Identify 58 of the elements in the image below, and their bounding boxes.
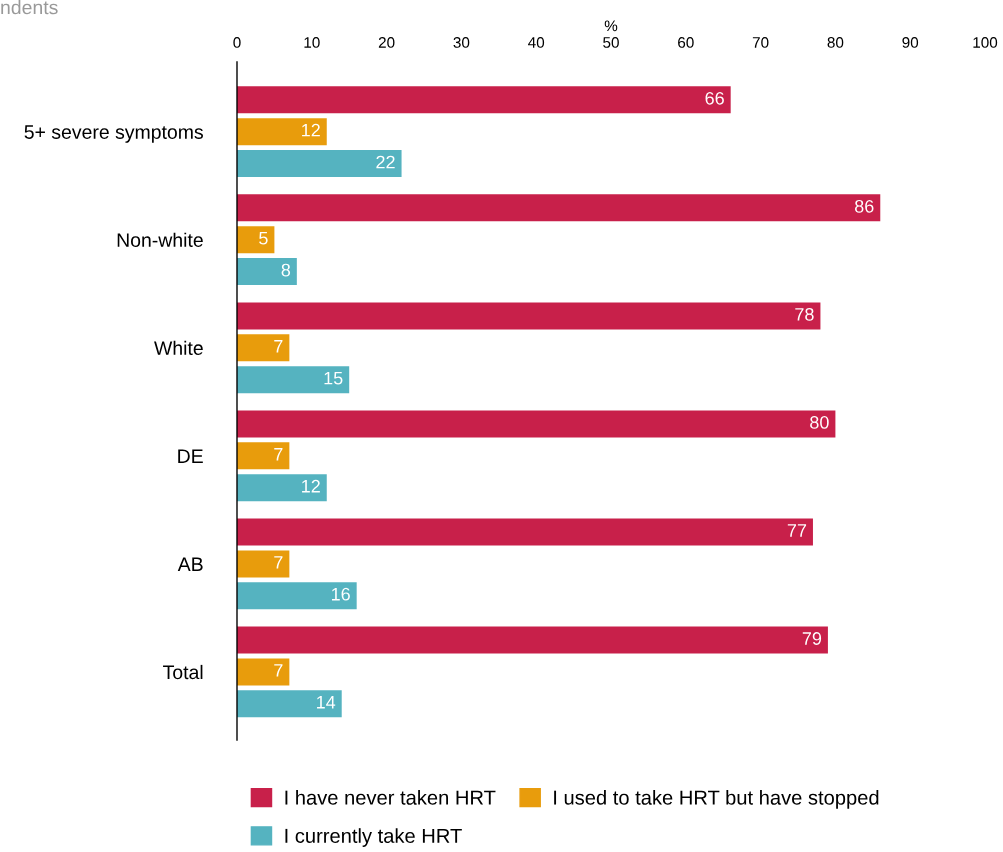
bar	[237, 474, 327, 502]
bar	[237, 302, 821, 330]
data-label: 78	[795, 307, 814, 321]
bar	[237, 150, 402, 178]
data-label: 86	[855, 199, 874, 213]
x-tick-label: 30	[453, 37, 470, 48]
x-tick-label: 100	[973, 37, 998, 48]
y-tick-label: Total	[163, 664, 203, 680]
bar	[237, 690, 342, 718]
bar	[237, 626, 828, 654]
bar	[237, 86, 731, 114]
data-label: 66	[705, 91, 724, 105]
data-label: 80	[810, 416, 829, 429]
bar	[237, 334, 290, 362]
data-label: 7	[274, 340, 283, 353]
data-label: 7	[274, 448, 283, 461]
y-tick-label: AB	[177, 557, 203, 571]
bar	[237, 582, 357, 610]
x-tick-label: 10	[304, 37, 320, 48]
legend-label: I currently take HRT	[285, 828, 462, 847]
x-tick-label: 20	[378, 37, 395, 48]
data-label: 12	[302, 123, 320, 137]
y-tick-label: Non-white	[117, 232, 203, 247]
x-tick-label: 40	[528, 37, 545, 48]
data-label: 14	[317, 696, 336, 709]
data-label: 12	[302, 479, 320, 493]
y-tick-label: 5+ severe symptoms	[24, 125, 203, 143]
x-tick-label: 70	[752, 37, 769, 48]
bar	[237, 658, 290, 686]
data-label: 8	[281, 263, 291, 277]
data-label: 7	[274, 664, 283, 677]
y-tick-label: White	[154, 340, 203, 356]
x-tick-label: 50	[603, 37, 619, 48]
bar	[237, 194, 881, 222]
bar	[237, 410, 836, 438]
legend-label: I used to take HRT but have stopped	[554, 789, 879, 809]
x-tick-label: 60	[678, 37, 694, 48]
x-tick-label: 80	[827, 37, 844, 48]
data-label: 79	[802, 632, 822, 645]
text: ndents	[1, 0, 58, 15]
data-label: 5	[259, 231, 268, 245]
data-label: 7	[274, 556, 283, 569]
y-tick-label: DE	[178, 449, 203, 463]
bar	[237, 258, 297, 286]
bar	[237, 518, 813, 546]
data-label: 15	[324, 371, 343, 385]
data-label: 16	[331, 587, 350, 601]
legend-label: I have never taken HRT	[285, 789, 496, 805]
bar	[237, 442, 290, 470]
x-axis-title: %	[604, 20, 618, 32]
data-label: 77	[787, 524, 807, 537]
bar	[237, 118, 327, 146]
data-label: 22	[376, 155, 395, 169]
bar	[237, 226, 275, 254]
bar	[237, 550, 290, 578]
x-tick-label: 90	[902, 37, 919, 48]
x-tick-label: 0	[233, 37, 241, 48]
bar	[237, 366, 350, 394]
